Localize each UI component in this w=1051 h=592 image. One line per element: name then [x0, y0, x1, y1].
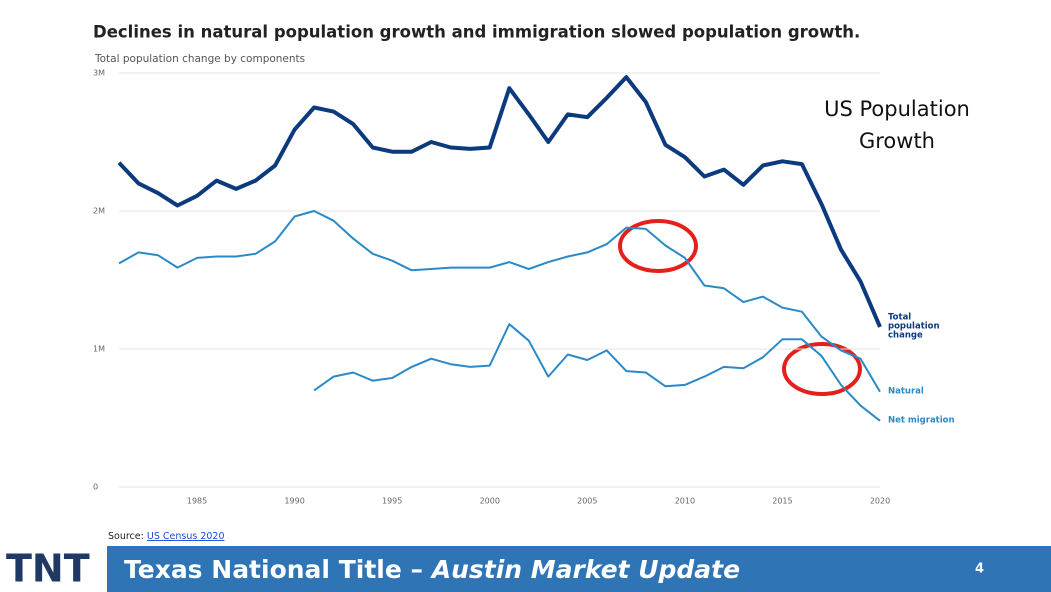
y-tick-label: 3M [93, 69, 105, 78]
source-label: Source: [108, 531, 144, 542]
y-tick-label: 0 [93, 483, 98, 492]
series-line [118, 210, 881, 393]
x-tick-label: 2005 [577, 497, 597, 506]
y-tick-label: 1M [93, 345, 105, 354]
series-label: Total population change [888, 312, 940, 341]
series-line [117, 75, 882, 328]
x-tick-label: 2010 [675, 497, 695, 506]
series-line [313, 323, 881, 422]
highlight-circle [618, 219, 698, 273]
x-tick-label: 2020 [870, 497, 890, 506]
logo: TNT [6, 547, 90, 591]
source-link[interactable]: US Census 2020 [147, 531, 225, 542]
source: Source: US Census 2020 [108, 531, 225, 542]
x-tick-label: 2000 [480, 497, 500, 506]
highlight-circle [782, 342, 862, 396]
footer-title-text: Texas National Title – [124, 555, 423, 584]
x-tick-label: 2015 [772, 497, 792, 506]
footer-title: Texas National Title – Austin Market Upd… [124, 555, 740, 584]
footer-subtitle: Austin Market Update [430, 555, 740, 584]
footer-bar [107, 546, 1051, 592]
series-label: Natural [888, 386, 924, 397]
chart-title: Declines in natural population growth an… [93, 23, 860, 42]
x-tick-label: 1995 [382, 497, 402, 506]
x-tick-label: 1990 [284, 497, 304, 506]
chart-subtitle: Total population change by components [94, 53, 305, 65]
x-tick-label: 1985 [187, 497, 207, 506]
annotation: US Population Growth [824, 97, 970, 153]
page-number: 4 [975, 562, 984, 577]
series-label: Net migration [888, 415, 955, 426]
y-tick-label: 2M [93, 207, 105, 216]
